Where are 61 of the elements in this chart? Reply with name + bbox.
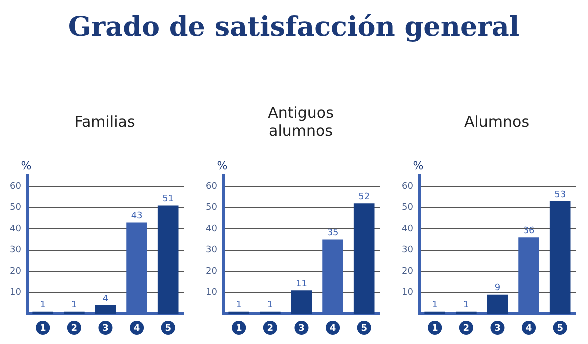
y-tick-label: 60 <box>10 182 22 192</box>
text: Grado de satisfacción general <box>67 12 521 43</box>
x-tick-label: 2 <box>463 324 470 334</box>
x-tick-label: 2 <box>71 324 78 334</box>
bar <box>354 204 375 314</box>
x-tick-label: 1 <box>236 324 242 334</box>
data-label: 51 <box>162 194 174 205</box>
y-tick-label: 30 <box>402 246 414 256</box>
bar <box>95 306 116 314</box>
y-tick-label: 50 <box>10 203 22 214</box>
y-axis-title: % <box>413 159 424 172</box>
x-tick-label: 1 <box>40 324 46 334</box>
data-label: 52 <box>358 192 370 202</box>
y-tick-label: 50 <box>402 203 414 214</box>
y-tick-label: 60 <box>206 182 218 192</box>
data-label: 1 <box>464 300 470 311</box>
y-axis-title: % <box>217 159 228 172</box>
y-tick-label: 50 <box>206 203 218 214</box>
data-label: 11 <box>296 279 308 290</box>
y-tick-label: 20 <box>206 266 218 277</box>
y-tick-label: 30 <box>10 246 22 256</box>
x-tick-label: 4 <box>526 324 532 334</box>
x-tick-label: 3 <box>298 324 305 334</box>
data-label: 36 <box>523 226 536 236</box>
data-label: 1 <box>72 300 78 311</box>
y-tick-label: 10 <box>10 288 22 298</box>
x-tick-label: 4 <box>330 324 336 334</box>
bar <box>158 206 179 314</box>
data-label: 1 <box>268 300 274 311</box>
x-tick-label: 1 <box>432 324 438 334</box>
data-label: 53 <box>554 190 566 200</box>
bar <box>550 201 571 314</box>
y-tick-label: 10 <box>206 288 218 298</box>
y-tick-label: 20 <box>402 266 414 277</box>
y-tick-label: 60 <box>402 182 414 192</box>
bar <box>291 290 312 314</box>
chart-title: Familias <box>74 113 136 131</box>
x-tick-label: 5 <box>165 324 172 334</box>
data-label: 4 <box>102 294 109 304</box>
data-label: 1 <box>40 300 46 311</box>
y-tick-label: 30 <box>206 246 218 256</box>
data-label: 43 <box>131 212 143 222</box>
x-tick-label: 3 <box>102 324 109 334</box>
y-tick-label: 10 <box>402 288 414 298</box>
x-tick-label: 5 <box>557 324 564 334</box>
y-tick-label: 40 <box>206 224 218 234</box>
data-label: 1 <box>432 300 438 311</box>
x-tick-label: 4 <box>134 324 140 334</box>
bar <box>487 294 508 314</box>
y-tick-label: 40 <box>402 224 414 234</box>
data-label: 35 <box>327 228 339 239</box>
y-tick-label: 20 <box>10 266 22 277</box>
data-label: 1 <box>236 300 242 311</box>
y-tick-label: 40 <box>10 224 22 234</box>
chart-title: Antiguos alumnos <box>267 104 335 140</box>
x-tick-label: 5 <box>361 324 368 334</box>
x-tick-label: 2 <box>267 324 274 334</box>
x-tick-label: 3 <box>494 324 501 334</box>
y-axis-title: % <box>21 159 32 172</box>
data-label: 9 <box>494 284 501 294</box>
chart-title: Alumnos <box>464 113 530 131</box>
